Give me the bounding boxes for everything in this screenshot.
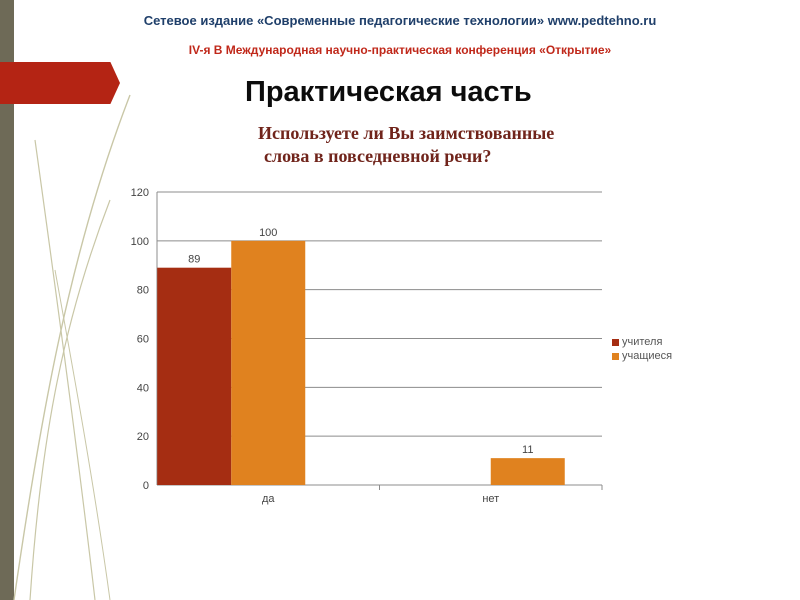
title-accent-band: [0, 62, 120, 104]
bar-teachers: [157, 267, 232, 485]
legend-item-teachers: учителя: [612, 335, 672, 349]
x-tick-label: да: [262, 493, 275, 505]
bar-students: [231, 240, 306, 485]
chart-question: Используете ли Вы заимствованные слова в…: [230, 122, 610, 168]
legend-item-students: учащиеся: [612, 349, 672, 363]
question-line-1: Используете ли Вы заимствованные: [258, 123, 555, 143]
y-tick-label: 120: [131, 187, 149, 199]
y-tick-label: 0: [143, 480, 149, 492]
y-tick-label: 80: [137, 285, 149, 297]
y-tick-label: 40: [137, 382, 149, 394]
data-label: 11: [522, 444, 533, 456]
slide-title: Практическая часть: [245, 76, 532, 108]
bar-students: [490, 458, 565, 485]
x-tick-label: нет: [482, 493, 499, 505]
legend-swatch-teachers: [612, 338, 619, 346]
question-line-2: слова в повседневной речи?: [264, 146, 492, 166]
data-label: 100: [259, 227, 277, 239]
publisher-header: Сетевое издание «Современные педагогичес…: [143, 13, 657, 28]
chart-legend: учителя учащиеся: [612, 335, 672, 363]
legend-swatch-students: [612, 352, 619, 360]
y-tick-label: 20: [137, 431, 149, 443]
left-decor-bar: [0, 0, 14, 600]
legend-label-students: учащиеся: [622, 350, 673, 362]
y-tick-label: 100: [131, 236, 149, 248]
y-tick-label: 60: [137, 334, 149, 346]
legend-label-teachers: учителя: [622, 336, 663, 348]
conference-header: IV-я В Международная научно-практическая…: [188, 43, 612, 57]
data-label: 89: [188, 254, 200, 266]
